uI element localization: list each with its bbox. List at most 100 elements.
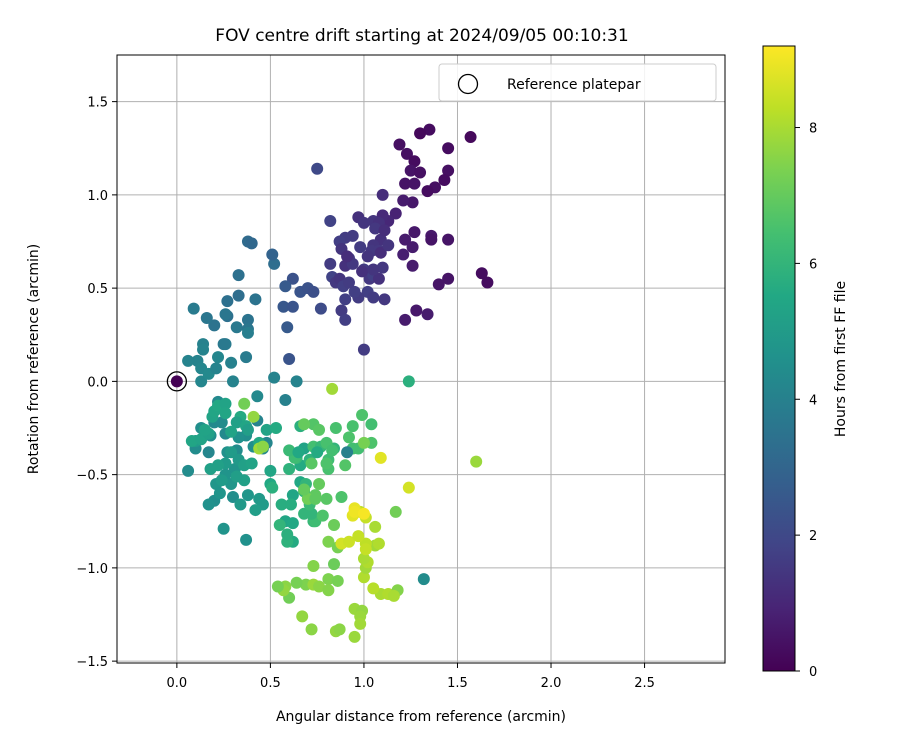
data-point — [432, 278, 445, 291]
data-point — [369, 222, 382, 235]
x-tick-label: 1.5 — [447, 676, 468, 691]
data-point — [249, 293, 262, 306]
data-point — [442, 233, 455, 246]
data-point — [230, 470, 243, 483]
data-point — [320, 457, 333, 470]
data-point — [264, 464, 277, 477]
data-point — [275, 498, 288, 511]
data-point — [215, 474, 228, 487]
data-point — [298, 418, 311, 431]
data-point — [182, 464, 195, 477]
data-point — [328, 518, 341, 531]
data-point — [481, 276, 494, 289]
data-point — [393, 138, 406, 151]
data-point — [307, 560, 320, 573]
data-point — [195, 375, 208, 388]
y-tick-label: −1.5 — [76, 655, 108, 670]
data-point — [367, 263, 380, 276]
y-tick-label: −0.5 — [76, 469, 108, 484]
data-point — [260, 423, 273, 436]
data-point — [283, 353, 296, 365]
data-point — [226, 491, 239, 504]
data-point — [354, 241, 367, 254]
colorbar-gradient — [762, 45, 796, 672]
data-point — [314, 302, 327, 315]
data-point — [170, 375, 183, 388]
data-point — [232, 269, 245, 282]
data-point — [342, 431, 355, 444]
data-point — [322, 584, 335, 597]
data-point — [245, 457, 258, 470]
data-point — [219, 397, 232, 410]
data-point — [406, 241, 419, 254]
data-point — [281, 528, 294, 541]
data-point — [219, 308, 232, 321]
data-point — [425, 233, 438, 246]
data-point — [442, 164, 455, 177]
data-point — [442, 142, 455, 155]
x-tick-label: 2.5 — [634, 676, 655, 691]
reference-platepar-marker — [166, 371, 188, 392]
data-point — [389, 505, 402, 518]
data-point — [357, 436, 370, 449]
x-tick-label: 0.5 — [260, 676, 281, 691]
data-point — [316, 509, 329, 522]
data-point — [185, 435, 198, 448]
data-point — [286, 300, 299, 313]
data-point — [406, 259, 419, 272]
data-point — [342, 276, 355, 289]
data-point — [240, 351, 253, 364]
legend-marker-reference — [457, 73, 479, 95]
data-point — [284, 498, 297, 511]
data-point — [320, 492, 333, 505]
data-point — [313, 423, 326, 436]
x-tick-label: 1.0 — [354, 676, 375, 691]
data-point — [357, 343, 370, 356]
data-point — [357, 571, 370, 584]
data-point — [200, 311, 213, 324]
chart-title: FOV centre drift starting at 2024/09/05 … — [215, 26, 628, 46]
data-point — [369, 520, 382, 533]
data-point — [406, 196, 419, 209]
data-point — [234, 498, 247, 511]
data-point — [372, 537, 385, 550]
data-point — [230, 321, 243, 334]
colorbar-tick-label: 2 — [809, 529, 817, 544]
data-point — [240, 533, 253, 546]
data-point — [367, 291, 380, 304]
colorbar-label: Hours from first FF file — [833, 281, 849, 437]
data-point — [212, 351, 225, 364]
legend: Reference platepar — [438, 63, 717, 102]
data-point — [361, 250, 374, 263]
data-point — [402, 375, 415, 388]
data-point — [298, 483, 311, 496]
data-point — [399, 313, 412, 326]
data-point — [404, 164, 417, 177]
y-tick-label: 1.5 — [87, 96, 108, 111]
data-point — [290, 375, 303, 388]
data-point — [438, 173, 451, 186]
legend-box — [438, 63, 717, 102]
data-point — [238, 397, 251, 410]
data-point — [313, 580, 326, 593]
data-point — [266, 248, 279, 261]
data-point — [389, 207, 402, 220]
data-point — [374, 451, 387, 464]
data-point — [365, 418, 378, 431]
colorbar-tick-label: 4 — [809, 393, 817, 408]
data-point — [217, 522, 230, 535]
data-point — [270, 422, 283, 435]
data-point — [378, 224, 391, 237]
data-point — [225, 356, 238, 369]
data-point — [305, 507, 318, 520]
data-point — [324, 214, 337, 227]
data-point — [251, 390, 264, 403]
data-point — [356, 408, 369, 421]
data-point — [341, 446, 354, 459]
data-point — [230, 416, 243, 429]
data-point — [400, 147, 413, 160]
data-point — [182, 354, 195, 367]
data-point — [219, 407, 232, 420]
data-point — [417, 573, 430, 586]
data-point — [326, 382, 339, 395]
